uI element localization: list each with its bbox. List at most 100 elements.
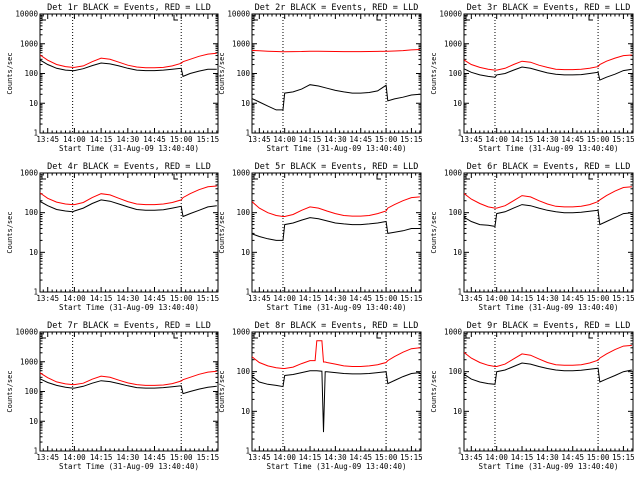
x-tick-label: 14:00 (63, 294, 86, 303)
y-tick-label: 100 (24, 69, 38, 78)
x-tick-label: 14:45 (143, 453, 166, 462)
y-axis-label: Counts/sec (430, 52, 438, 94)
series-line-lld (252, 340, 420, 369)
x-tick-label: 14:15 (511, 453, 534, 462)
panel-det-2: Det 2r BLACK = Events, RED = LLD 1 10 100 10… (218, 3, 423, 153)
x-tick-label: 14:00 (485, 294, 508, 303)
y-axis-label: Counts/sec (218, 211, 226, 253)
x-tick-label: 14:30 (117, 294, 140, 303)
x-axis-label: Start Time (31-Aug-09 13:40:40) (267, 144, 407, 153)
y-axis-label: Counts/sec (6, 370, 14, 412)
panel-det-3: Det 3r BLACK = Events, RED = LLD 1 10 100 10… (430, 3, 635, 153)
corner-marker-right (376, 174, 381, 180)
y-tick-label: 1000 (232, 39, 251, 48)
y-tick-label: 1000 (444, 169, 463, 178)
x-tick-label: 14:45 (349, 294, 372, 303)
y-tick-label: 100 (448, 208, 462, 217)
x-tick-label: 14:15 (299, 135, 322, 144)
series-line-lld (252, 49, 420, 53)
x-axis-label: Start Time (31-Aug-09 13:40:40) (479, 303, 619, 312)
x-axis-label: Start Time (31-Aug-09 13:40:40) (59, 462, 199, 471)
panel-det-5: Det 5r BLACK = Events, RED = LLD 1 10 100 10… (218, 162, 423, 312)
x-tick-label: 15:00 (170, 453, 193, 462)
y-axis-label: Counts/sec (6, 52, 14, 94)
y-tick-label: 100 (448, 367, 462, 376)
x-tick-label: 14:15 (511, 294, 534, 303)
series-line-lld (464, 54, 632, 71)
panel-title: Det 1r BLACK = Events, RED = LLD (47, 3, 211, 13)
y-tick-label: 10000 (15, 10, 38, 19)
y-axis-label: Counts/sec (6, 211, 14, 253)
x-tick-label: 14:45 (561, 135, 584, 144)
y-tick-label: 10 (241, 99, 251, 108)
y-axis-label: Counts/sec (430, 211, 438, 253)
y-tick-label: 10 (241, 248, 251, 257)
x-tick-label: 14:30 (536, 453, 559, 462)
x-tick-label: 15:00 (587, 294, 610, 303)
x-tick-label: 15:00 (587, 135, 610, 144)
series-line-events (252, 84, 420, 111)
x-tick-label: 15:00 (170, 294, 193, 303)
x-tick-label: 15:15 (612, 453, 635, 462)
series-line-lld (464, 344, 632, 367)
x-tick-label: 14:30 (324, 135, 347, 144)
x-tick-label: 14:00 (273, 135, 296, 144)
corner-marker-left (41, 174, 46, 180)
x-tick-label: 14:15 (299, 453, 322, 462)
series-line-events (252, 370, 420, 433)
y-tick-label: 1000 (20, 169, 39, 178)
x-tick-label: 14:15 (90, 294, 113, 303)
plot-frame (463, 172, 634, 293)
x-tick-label: 13:45 (36, 453, 59, 462)
y-tick-label: 10 (29, 248, 39, 257)
x-tick-label: 14:00 (273, 453, 296, 462)
x-tick-label: 15:15 (197, 294, 220, 303)
x-tick-label: 13:45 (248, 453, 271, 462)
x-tick-label: 14:45 (143, 294, 166, 303)
corner-marker-left (253, 15, 258, 21)
plot-frame (251, 172, 422, 293)
plot-frame (251, 13, 422, 134)
y-tick-label: 1 (457, 288, 462, 297)
x-tick-label: 13:45 (248, 135, 271, 144)
plot-frame (251, 331, 422, 452)
x-tick-label: 14:30 (324, 453, 347, 462)
corner-marker-left (41, 333, 46, 339)
x-tick-label: 14:15 (299, 294, 322, 303)
y-tick-label: 1 (457, 447, 462, 456)
y-tick-label: 10 (241, 407, 251, 416)
y-tick-label: 10000 (15, 328, 38, 337)
panel-title: Det 7r BLACK = Events, RED = LLD (47, 321, 211, 331)
corner-marker-right (173, 15, 178, 21)
x-tick-label: 14:30 (117, 453, 140, 462)
y-tick-label: 1 (457, 129, 462, 138)
series-line-events (40, 199, 217, 218)
x-tick-label: 14:30 (536, 294, 559, 303)
y-tick-label: 10 (453, 99, 463, 108)
y-tick-label: 1 (33, 447, 38, 456)
series-line-lld (40, 370, 217, 386)
series-line-lld (252, 196, 420, 217)
series-line-events (40, 378, 217, 395)
y-tick-label: 100 (24, 387, 38, 396)
y-axis-label: Counts/sec (218, 52, 226, 94)
y-tick-label: 1000 (20, 39, 39, 48)
y-tick-label: 1000 (232, 169, 251, 178)
y-axis-label: Counts/sec (218, 370, 226, 412)
x-tick-label: 15:00 (375, 135, 398, 144)
panel-title: Det 3r BLACK = Events, RED = LLD (467, 3, 631, 13)
y-tick-label: 1 (245, 288, 250, 297)
panel-det-7: Det 7r BLACK = Events, RED = LLD 1 10 100 10… (6, 321, 219, 471)
x-axis-label: Start Time (31-Aug-09 13:40:40) (59, 144, 199, 153)
x-tick-label: 13:45 (460, 453, 483, 462)
y-tick-label: 1 (245, 447, 250, 456)
x-tick-label: 13:45 (36, 135, 59, 144)
series-line-events (252, 217, 420, 241)
panel-det-6: Det 6r BLACK = Events, RED = LLD 1 10 100 10… (430, 162, 635, 312)
plot-frame (39, 172, 219, 293)
corner-marker-right (376, 15, 381, 21)
x-tick-label: 15:00 (587, 453, 610, 462)
y-tick-label: 10 (29, 417, 39, 426)
x-tick-label: 15:15 (612, 294, 635, 303)
panel-title: Det 6r BLACK = Events, RED = LLD (467, 162, 631, 172)
